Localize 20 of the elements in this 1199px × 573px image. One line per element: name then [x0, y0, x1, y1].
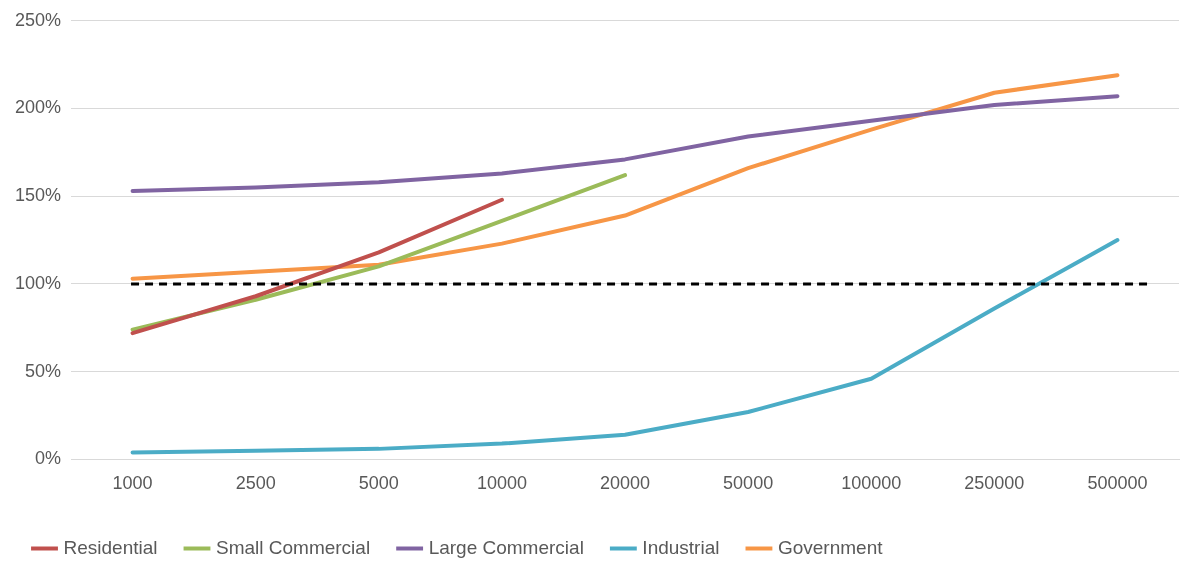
y-tick-label: 0%: [35, 448, 62, 469]
x-tick-label: 10000: [476, 473, 527, 494]
x-tick-label: 5000: [358, 473, 399, 494]
y-tick-label: 50%: [25, 360, 62, 381]
y-tick-label: 150%: [14, 185, 62, 206]
x-tick-label: 500000: [1087, 473, 1148, 494]
legend-label: Industrial: [642, 536, 720, 558]
y-tick-label: 200%: [14, 97, 62, 118]
legend-label: Small Commercial: [216, 536, 371, 558]
y-tick-label: 250%: [14, 9, 62, 30]
x-tick-label: 50000: [723, 473, 774, 494]
legend-label: Large Commercial: [428, 536, 584, 558]
y-tick-label: 100%: [14, 272, 62, 293]
x-tick-label: 250000: [964, 473, 1025, 494]
legend-label: Residential: [63, 536, 158, 558]
x-tick-label: 100000: [841, 473, 902, 494]
x-tick-label: 1000: [112, 473, 153, 494]
legend-label: Government: [777, 536, 884, 558]
x-tick-label: 2500: [235, 473, 276, 494]
x-tick-label: 20000: [599, 473, 651, 494]
